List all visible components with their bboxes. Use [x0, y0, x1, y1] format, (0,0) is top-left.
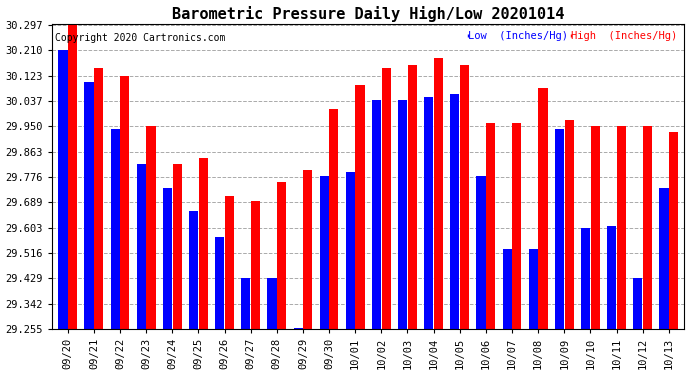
Bar	[251, 201, 260, 329]
Legend: Low  (Inches/Hg), High  (Inches/Hg): Low (Inches/Hg), High (Inches/Hg)	[466, 29, 679, 44]
Bar	[110, 129, 120, 329]
Bar	[617, 126, 626, 329]
Bar	[451, 94, 460, 329]
Bar	[303, 170, 313, 329]
Bar	[329, 109, 339, 329]
Bar	[591, 126, 600, 329]
Bar	[564, 120, 573, 329]
Bar	[146, 126, 155, 329]
Bar	[382, 68, 391, 329]
Bar	[512, 123, 522, 329]
Bar	[669, 132, 678, 329]
Bar	[476, 176, 486, 329]
Bar	[189, 211, 198, 329]
Bar	[137, 164, 146, 329]
Text: Copyright 2020 Cartronics.com: Copyright 2020 Cartronics.com	[55, 33, 226, 43]
Bar	[660, 188, 669, 329]
Bar	[502, 249, 512, 329]
Bar	[319, 176, 329, 329]
Bar	[277, 182, 286, 329]
Bar	[293, 328, 303, 329]
Bar	[398, 100, 407, 329]
Bar	[120, 76, 130, 329]
Bar	[538, 88, 548, 329]
Bar	[424, 97, 433, 329]
Bar	[163, 188, 172, 329]
Bar	[225, 196, 234, 329]
Bar	[68, 25, 77, 329]
Bar	[581, 228, 590, 329]
Bar	[59, 50, 68, 329]
Bar	[241, 278, 250, 329]
Bar	[84, 82, 94, 329]
Bar	[94, 68, 104, 329]
Bar	[607, 225, 616, 329]
Bar	[555, 129, 564, 329]
Bar	[408, 65, 417, 329]
Bar	[355, 86, 364, 329]
Bar	[643, 126, 652, 329]
Bar	[434, 58, 443, 329]
Bar	[460, 65, 469, 329]
Bar	[172, 164, 181, 329]
Bar	[215, 237, 224, 329]
Bar	[633, 278, 642, 329]
Bar	[199, 158, 208, 329]
Bar	[486, 123, 495, 329]
Bar	[268, 278, 277, 329]
Bar	[372, 100, 381, 329]
Title: Barometric Pressure Daily High/Low 20201014: Barometric Pressure Daily High/Low 20201…	[172, 6, 564, 21]
Bar	[529, 249, 538, 329]
Bar	[346, 171, 355, 329]
